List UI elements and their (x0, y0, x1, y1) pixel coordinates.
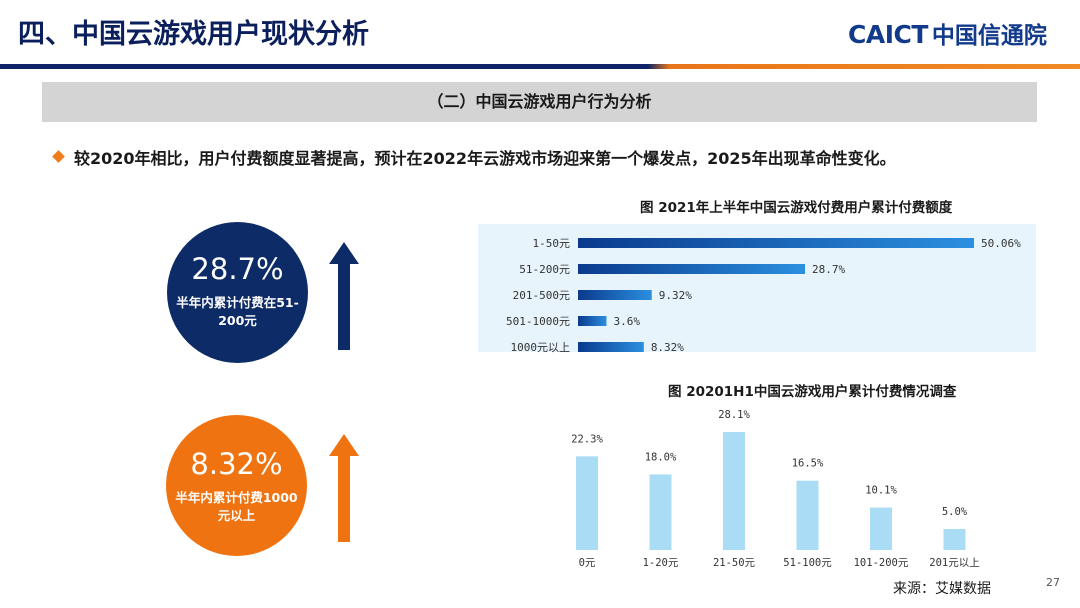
bar (578, 342, 644, 352)
value-label: 28.1% (718, 409, 750, 421)
logo-mark: CAICT (848, 20, 928, 49)
key-finding-text: 较2020年相比，用户付费额度显著提高，预计在2022年云游戏市场迎来第一个爆发… (74, 149, 896, 168)
highlight-circle-51-200: 28.7% 半年内累计付费在51-200元 (167, 222, 308, 363)
value-label: 8.32% (651, 341, 684, 354)
payment-amount-bar-chart: 1-50元 50.06% 51-200元 28.7% 201-500元 9.32% 501-… (478, 224, 1036, 354)
category-label: 101-200元 (854, 557, 909, 569)
column (576, 456, 598, 550)
value-label: 22.3% (571, 433, 603, 445)
highlight-circle-1000-plus: 8.32% 半年内累计付费1000元以上 (166, 415, 307, 556)
page-title: 四、中国云游戏用户现状分析 (18, 19, 369, 50)
bar (578, 290, 652, 300)
column (723, 432, 745, 550)
value-label: 3.6% (613, 315, 640, 328)
up-arrow-icon (329, 434, 359, 542)
highlight-label: 半年内累计付费在51-200元 (176, 295, 299, 328)
column (649, 474, 672, 550)
bar (578, 264, 806, 274)
chart-title: 图 20201H1中国云游戏用户累计付费情况调查 (668, 384, 957, 400)
highlight-value: 8.32% (190, 447, 283, 481)
logo-name: 中国信通院 (931, 23, 1047, 49)
value-label: 10.1% (865, 485, 897, 497)
column (870, 507, 892, 550)
value-label: 5.0% (942, 506, 968, 518)
category-label: 51-200元 (519, 263, 570, 276)
highlight-value: 28.7% (191, 252, 284, 286)
category-label: 0元 (579, 557, 596, 569)
payment-survey-column-chart: 22.3% 0元 18.0% 1-20元 28.1% 21-50元 16.5% 51-100元… (571, 409, 980, 569)
column (796, 480, 819, 550)
highlight-label: 半年内累计付费1000元以上 (175, 490, 298, 523)
category-label: 51-100元 (783, 557, 832, 569)
chart-title: 图 2021年上半年中国云游戏付费用户累计付费额度 (640, 200, 953, 216)
section-title: （二）中国云游戏用户行为分析 (427, 92, 652, 111)
caict-logo: CAICT 中国信通院 (848, 16, 1047, 50)
category-label: 1-20元 (643, 557, 679, 569)
value-label: 50.06% (981, 237, 1021, 250)
header-divider (0, 64, 1080, 69)
page-number: 27 (1046, 576, 1060, 589)
source-note: 来源：艾媒数据 (893, 581, 991, 597)
diamond-bullet-icon (52, 150, 65, 163)
value-label: 18.0% (645, 451, 677, 463)
value-label: 28.7% (812, 263, 845, 276)
value-label: 16.5% (792, 458, 824, 470)
section-title-bar (42, 82, 1037, 122)
category-label: 501-1000元 (506, 315, 570, 328)
category-label: 201-500元 (513, 289, 570, 302)
value-label: 9.32% (659, 289, 692, 302)
category-label: 1-50元 (533, 237, 571, 250)
bar (578, 238, 974, 248)
column (943, 529, 966, 550)
up-arrow-icon (329, 242, 359, 350)
category-label: 1000元以上 (511, 341, 571, 354)
category-label: 21-50元 (713, 557, 756, 569)
bar (578, 316, 607, 326)
category-label: 201元以上 (929, 557, 979, 569)
